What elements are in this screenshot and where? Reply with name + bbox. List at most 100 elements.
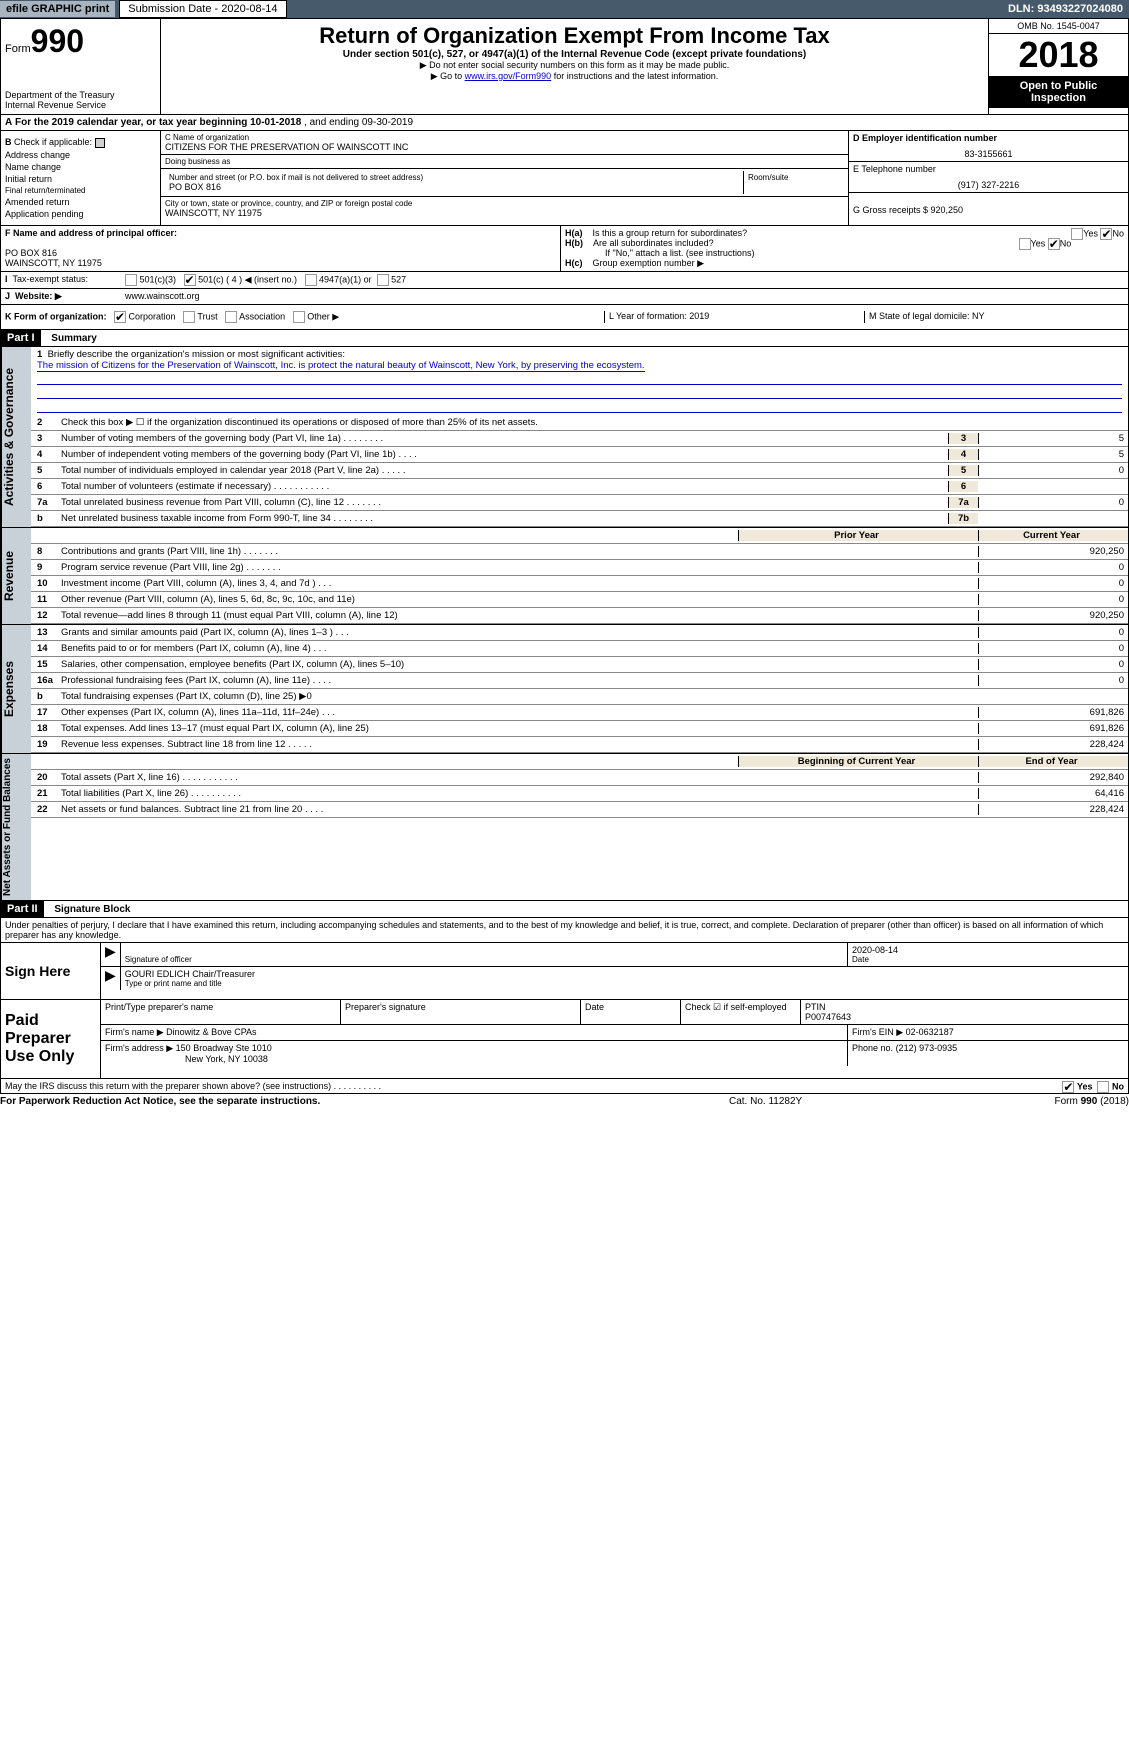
- discuss-row: May the IRS discuss this return with the…: [0, 1079, 1129, 1094]
- ein-cell: D Employer identification number 83-3155…: [849, 131, 1128, 162]
- firm-addr2: New York, NY 10038: [105, 1054, 843, 1064]
- row-i: I Tax-exempt status: 501(c)(3) 501(c) ( …: [0, 272, 1129, 289]
- exp-line: 15Salaries, other compensation, employee…: [31, 657, 1128, 673]
- row-j: J Website: ▶ www.wainscott.org: [0, 289, 1129, 305]
- 501c3-checkbox[interactable]: [125, 274, 137, 286]
- sig-date-label: Date: [852, 955, 1124, 964]
- hdr-begin-year: Beginning of Current Year: [738, 756, 978, 767]
- self-emp-label: Check ☑ if self-employed: [681, 1000, 801, 1024]
- underline-1: [37, 371, 1122, 385]
- form-prefix: Form: [5, 43, 31, 55]
- form-title: Return of Organization Exempt From Incom…: [165, 23, 984, 49]
- col-c: C Name of organization CITIZENS FOR THE …: [161, 131, 848, 225]
- 4947-checkbox[interactable]: [305, 274, 317, 286]
- sig-date: 2020-08-14: [852, 945, 1124, 955]
- cb-name-change: Name change: [5, 162, 156, 172]
- firm-addr1: 150 Broadway Ste 1010: [176, 1043, 272, 1053]
- j-label: J: [5, 291, 10, 301]
- website: www.wainscott.org: [121, 289, 1128, 304]
- topbar: efile GRAPHIC print Submission Date - 20…: [0, 0, 1129, 18]
- street-label: Number and street (or P.O. box if mail i…: [169, 173, 739, 182]
- phone: (212) 973-0935: [896, 1043, 958, 1053]
- gov-line: 7aTotal unrelated business revenue from …: [31, 495, 1128, 511]
- omb: OMB No. 1545-0047: [989, 19, 1128, 34]
- hb-no-checkbox[interactable]: [1048, 238, 1060, 250]
- net-hdr: Beginning of Current Year End of Year: [31, 754, 1128, 770]
- assoc-checkbox[interactable]: [225, 311, 237, 323]
- exp-line: 16aProfessional fundraising fees (Part I…: [31, 673, 1128, 689]
- cb-address-change: Address change: [5, 150, 156, 160]
- gross: G Gross receipts $ 920,250: [853, 205, 1124, 215]
- underline-3: [37, 399, 1122, 413]
- org-name: CITIZENS FOR THE PRESERVATION OF WAINSCO…: [165, 142, 844, 152]
- col-d: D Employer identification number 83-3155…: [848, 131, 1128, 225]
- mission-label: Briefly describe the organization's miss…: [48, 349, 346, 360]
- checkbox-icon[interactable]: [95, 138, 105, 148]
- tel: (917) 327-2216: [853, 180, 1124, 190]
- ptin-label: PTIN: [805, 1002, 1124, 1012]
- net-line: 22Net assets or fund balances. Subtract …: [31, 802, 1128, 818]
- f-label: F Name and address of principal officer:: [5, 228, 556, 238]
- sign-here-label: Sign Here: [1, 943, 101, 999]
- exp-line: 19Revenue less expenses. Subtract line 1…: [31, 737, 1128, 753]
- opt-4947: 4947(a)(1) or: [319, 274, 372, 284]
- corp-checkbox[interactable]: [114, 311, 126, 323]
- mission-num: 1: [37, 349, 42, 360]
- other-checkbox[interactable]: [293, 311, 305, 323]
- side-gov: Activities & Governance: [1, 347, 31, 527]
- footer-left: For Paperwork Reduction Act Notice, see …: [0, 1096, 729, 1107]
- j-text: Website: ▶: [15, 291, 62, 301]
- hdr-end-year: End of Year: [978, 756, 1128, 767]
- prep-name-label: Print/Type preparer's name: [101, 1000, 341, 1024]
- header-right: OMB No. 1545-0047 2018 Open to Public In…: [988, 19, 1128, 114]
- tel-label: E Telephone number: [853, 164, 1124, 174]
- h-a: Is this a group return for subordinates?: [593, 228, 748, 238]
- row-a-text: For the 2019 calendar year, or tax year …: [15, 117, 301, 128]
- street-cell: Number and street (or P.O. box if mail i…: [161, 169, 848, 197]
- trust-checkbox[interactable]: [183, 311, 195, 323]
- rev-line: 11Other revenue (Part VIII, column (A), …: [31, 592, 1128, 608]
- revenue-section: Revenue Prior Year Current Year 8Contrib…: [0, 528, 1129, 625]
- ein-label: D Employer identification number: [853, 133, 1124, 143]
- net-line: 21Total liabilities (Part X, line 26) . …: [31, 786, 1128, 802]
- gov-line: 5Total number of individuals employed in…: [31, 463, 1128, 479]
- part2-title: Signature Block: [46, 904, 130, 915]
- header-mid: Return of Organization Exempt From Incom…: [161, 19, 988, 114]
- tel-cell: E Telephone number (917) 327-2216: [849, 162, 1128, 193]
- exp-line: 13Grants and similar amounts paid (Part …: [31, 625, 1128, 641]
- paid-label: Paid Preparer Use Only: [1, 1000, 101, 1078]
- ha-no-checkbox[interactable]: [1100, 228, 1112, 240]
- discuss-yes-checkbox[interactable]: [1062, 1081, 1074, 1093]
- rev-line: 12Total revenue—add lines 8 through 11 (…: [31, 608, 1128, 624]
- footer-mid: Cat. No. 11282Y: [729, 1096, 929, 1107]
- arrow-icon-2: ▶: [101, 967, 121, 990]
- 527-checkbox[interactable]: [377, 274, 389, 286]
- form-num: 990: [31, 23, 84, 59]
- dept: Department of the Treasury Internal Reve…: [5, 90, 156, 110]
- cb-amended: Amended return: [5, 197, 156, 207]
- row-a-label: A: [5, 117, 12, 128]
- discuss-no-checkbox[interactable]: [1097, 1081, 1109, 1093]
- sign-here-block: Sign Here ▶ Signature of officer 2020-08…: [0, 943, 1129, 1000]
- 501c-checkbox[interactable]: [184, 274, 196, 286]
- gov-line: 2Check this box ▶ ☐ if the organization …: [31, 415, 1128, 431]
- exp-line: 18Total expenses. Add lines 13–17 (must …: [31, 721, 1128, 737]
- form-number: Form990: [5, 23, 156, 60]
- exp-line: 14Benefits paid to or for members (Part …: [31, 641, 1128, 657]
- opt-corp: Corporation: [129, 311, 176, 321]
- ha-yes-checkbox[interactable]: [1071, 228, 1083, 240]
- city-label: City or town, state or province, country…: [165, 199, 844, 208]
- side-rev: Revenue: [1, 528, 31, 624]
- sub3-post: for instructions and the latest informat…: [551, 71, 718, 81]
- firm-ein-label: Firm's EIN ▶: [852, 1027, 903, 1037]
- arrow-icon: ▶: [101, 943, 121, 966]
- submission-date: Submission Date - 2020-08-14: [119, 0, 286, 18]
- firm-name: Dinowitz & Bove CPAs: [166, 1027, 256, 1037]
- net-line: 20Total assets (Part X, line 16) . . . .…: [31, 770, 1128, 786]
- hb-yes-checkbox[interactable]: [1019, 238, 1031, 250]
- opt-501c3: 501(c)(3): [140, 274, 177, 284]
- street: PO BOX 816: [169, 182, 739, 192]
- i-label: I: [5, 274, 8, 284]
- perjury: Under penalties of perjury, I declare th…: [0, 918, 1129, 943]
- irs-link[interactable]: www.irs.gov/Form990: [465, 71, 552, 81]
